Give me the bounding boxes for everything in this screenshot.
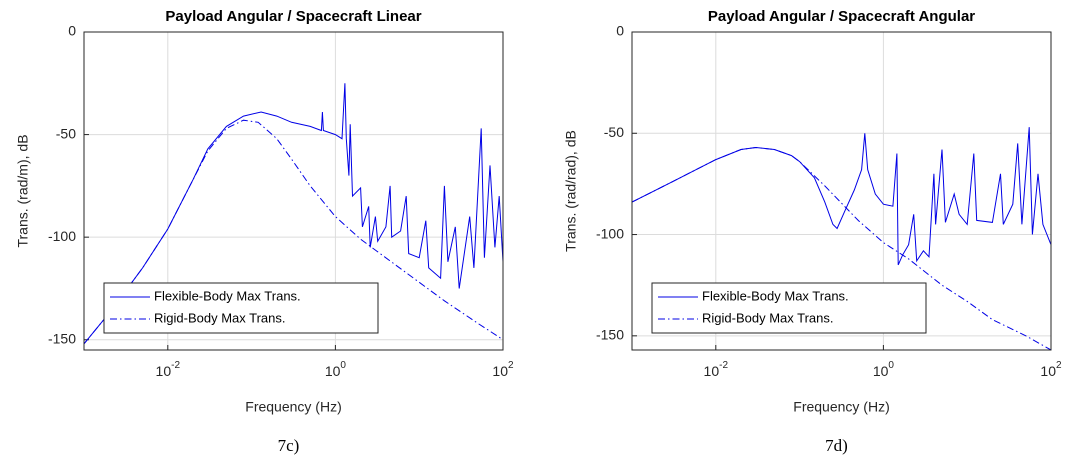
x-tick-label: 10-2 bbox=[156, 360, 181, 379]
x-axis-label: Frequency (Hz) bbox=[245, 399, 341, 415]
y-tick-label: -100 bbox=[48, 228, 76, 244]
legend-label: Rigid-Body Max Trans. bbox=[702, 310, 834, 325]
x-tick-label: 100 bbox=[325, 360, 347, 379]
caption: 7c) bbox=[278, 436, 300, 455]
line-series bbox=[84, 83, 503, 345]
tick-exponent: -2 bbox=[719, 360, 728, 371]
y-axis-label: Trans. (rad/rad), dB bbox=[563, 130, 579, 252]
line-series bbox=[632, 127, 1051, 266]
y-axis-label: Trans. (rad/m), dB bbox=[15, 134, 31, 247]
y-tick-label: 0 bbox=[68, 23, 76, 39]
x-tick-label: 102 bbox=[492, 360, 514, 379]
legend-label: Flexible-Body Max Trans. bbox=[702, 288, 849, 303]
y-tick-label: -150 bbox=[48, 330, 76, 346]
line-series bbox=[632, 146, 1051, 350]
y-tick-label: 0 bbox=[616, 23, 624, 39]
tick-base: 10 bbox=[325, 363, 341, 379]
axes-box bbox=[631, 31, 1052, 351]
tick-exponent: 0 bbox=[888, 360, 894, 371]
tick-exponent: -2 bbox=[171, 360, 180, 371]
legend-label: Flexible-Body Max Trans. bbox=[154, 288, 301, 303]
tick-exponent: 2 bbox=[508, 360, 514, 371]
tick-base: 10 bbox=[1040, 363, 1056, 379]
legend-label: Rigid-Body Max Trans. bbox=[154, 310, 286, 325]
y-tick-label: -100 bbox=[596, 225, 624, 241]
x-axis-label: Frequency (Hz) bbox=[793, 399, 889, 415]
chart-title: Payload Angular / Spacecraft Angular bbox=[708, 8, 975, 25]
x-tick-label: 100 bbox=[873, 360, 895, 379]
axes-box bbox=[83, 31, 504, 351]
tick-base: 10 bbox=[704, 363, 720, 379]
chart-title: Payload Angular / Spacecraft Linear bbox=[165, 8, 421, 25]
legend-box bbox=[651, 282, 927, 334]
x-tick-label: 10-2 bbox=[704, 360, 729, 379]
tick-base: 10 bbox=[492, 363, 508, 379]
tick-base: 10 bbox=[156, 363, 172, 379]
caption: 7d) bbox=[825, 436, 848, 455]
y-tick-label: -50 bbox=[604, 124, 624, 140]
legend-box bbox=[103, 282, 379, 334]
y-tick-label: -50 bbox=[56, 125, 76, 141]
tick-base: 10 bbox=[873, 363, 889, 379]
y-tick-label: -150 bbox=[596, 327, 624, 343]
x-tick-label: 102 bbox=[1040, 360, 1062, 379]
tick-exponent: 2 bbox=[1056, 360, 1062, 371]
tick-exponent: 0 bbox=[340, 360, 346, 371]
